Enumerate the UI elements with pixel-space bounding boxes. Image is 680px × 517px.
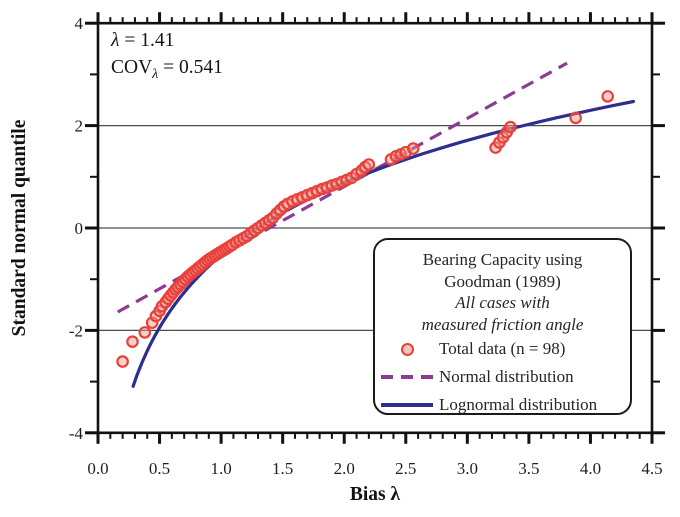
legend-entry-total-data: Total data (n = 98) [375,335,630,363]
legend-entry-label: Total data (n = 98) [439,339,566,358]
x-axis-title: Bias λ [349,484,401,505]
y-tick-label: 4 [75,14,84,33]
cov-subscript: λ [152,66,159,82]
x-tick-label: 0.5 [149,459,170,478]
solid-line-icon [381,403,433,407]
scatter-point [145,316,159,329]
x-tick-label: 3.5 [518,459,539,478]
x-tick-label: 4.5 [641,459,662,478]
y-tick-label: 0 [75,219,84,238]
y-tick-label: -2 [69,321,83,340]
y-tick-label: -4 [69,424,84,443]
legend-entry-normal-distribution: Normal distribution [375,363,630,391]
legend-header-line-1: Bearing Capacity using [422,250,583,269]
scatter-marker-icon [400,342,414,356]
legend-entry-lognormal-distribution: Lognormal distribution [375,391,630,419]
x-tick-label: 0.0 [87,459,108,478]
cov-text: COVλ = 0.541 [111,57,223,82]
legend-box: Bearing Capacity using Goodman (1989) Al… [373,238,632,415]
x-tick-label: 1.5 [272,459,293,478]
scatter-point [406,142,420,155]
y-tick-label: 2 [75,117,84,136]
x-tick-label: 2.0 [334,459,355,478]
legend-note-line-2: measured friction angle [421,314,584,334]
stats-annotation: λ = 1.41 COVλ = 0.541 [111,27,223,88]
legend-entry-label: Normal distribution [439,367,574,386]
x-tick-label: 2.5 [395,459,416,478]
legend-entry-label: Lognormal distribution [439,395,598,414]
scatter-point [116,355,129,368]
y-axis-title: Standard normal quantile [9,119,30,337]
scatter-point [504,120,517,134]
x-tick-label: 3.0 [457,459,478,478]
scatter-point [362,158,376,171]
dashed-line-icon [381,375,433,379]
scatter-point [126,335,139,348]
scatter-point [138,326,152,339]
legend-note-line-1: All cases with [455,293,550,312]
legend-header-line-2: Goodman (1989) [444,271,561,291]
scatter-point [569,111,582,125]
scatter-point [601,90,614,103]
lambda-symbol: λ [111,30,120,51]
x-tick-label: 4.0 [580,459,601,478]
bias-lambda-symbol: λ [390,484,401,505]
x-tick-label: 1.0 [210,459,231,478]
mean-bias-text: λ = 1.41 [111,30,175,51]
